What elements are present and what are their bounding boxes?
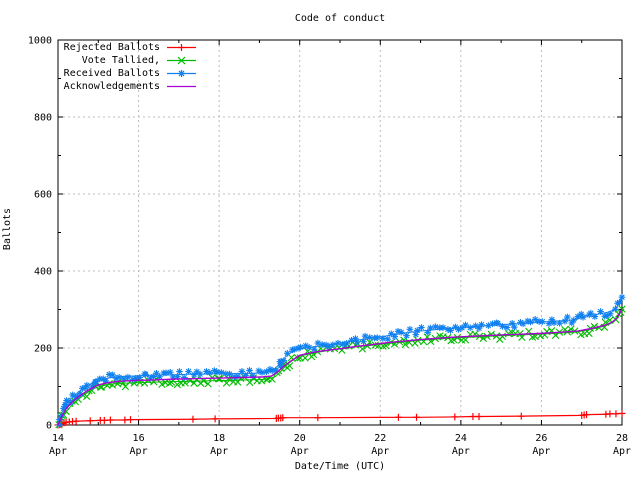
legend-item-tallied: Vote Tallied, xyxy=(60,54,199,67)
y-tick-label: 200 xyxy=(34,344,52,355)
x-tick-label: Apr xyxy=(49,446,67,457)
x-tick-label: Apr xyxy=(532,446,550,457)
x-tick-label: 18 xyxy=(213,433,225,444)
x-tick-label: Apr xyxy=(130,446,148,457)
x-tick-label: 26 xyxy=(535,433,547,444)
y-tick-label: 800 xyxy=(34,113,52,124)
series-rejected-ballots xyxy=(54,409,626,429)
x-tick-label: 28 xyxy=(616,433,628,444)
x-tick-label: Apr xyxy=(613,446,631,457)
x-tick-label: Apr xyxy=(210,446,228,457)
y-tick-label: 0 xyxy=(46,421,52,432)
legend-sample-line xyxy=(167,85,196,88)
legend-item-acknowledgements: Acknowledgements xyxy=(60,80,199,93)
axes-frame xyxy=(57,39,623,426)
x-tick-label: Apr xyxy=(291,446,309,457)
grid-lines xyxy=(58,39,622,425)
tick-labels: 0 200 400 600 800 1000 14 Apr 16 Apr 18 Apr 20 Apr 22 A… xyxy=(28,36,631,458)
legend-sample-line xyxy=(167,44,196,51)
chart-title: Code of conduct xyxy=(294,13,386,24)
y-tick-label: 600 xyxy=(34,190,52,201)
series-received-ballots xyxy=(56,293,626,429)
legend-item-rejected: Rejected Ballots xyxy=(60,41,199,54)
legend-label: Acknowledgements xyxy=(63,81,160,92)
x-axis-label: Date/Time (UTC) xyxy=(294,461,386,472)
axis-ticks xyxy=(57,39,623,426)
legend-item-received: Received Ballots xyxy=(60,67,199,80)
x-tick-label: Apr xyxy=(371,446,389,457)
legend-label: Received Ballots xyxy=(63,68,160,79)
x-tick-label: 16 xyxy=(133,433,145,444)
y-tick-label: 400 xyxy=(34,267,52,278)
x-tick-label: 22 xyxy=(374,433,386,444)
legend-label: Rejected Ballots xyxy=(63,42,160,53)
x-tick-label: Apr xyxy=(452,446,470,457)
x-tick-label: 14 xyxy=(52,433,64,444)
series-acknowledgements xyxy=(57,308,623,426)
x-tick-label: 24 xyxy=(455,433,467,444)
y-axis-label: Ballots xyxy=(2,207,13,251)
legend-label: Vote Tallied, xyxy=(81,55,160,66)
legend: Rejected Ballots Vote Tallied, Received … xyxy=(60,41,199,93)
series-vote-tallied xyxy=(55,305,626,429)
legend-sample-line xyxy=(167,56,196,65)
y-tick-label: 1000 xyxy=(28,36,52,47)
legend-sample-line xyxy=(167,70,196,77)
x-tick-label: 20 xyxy=(294,433,306,444)
